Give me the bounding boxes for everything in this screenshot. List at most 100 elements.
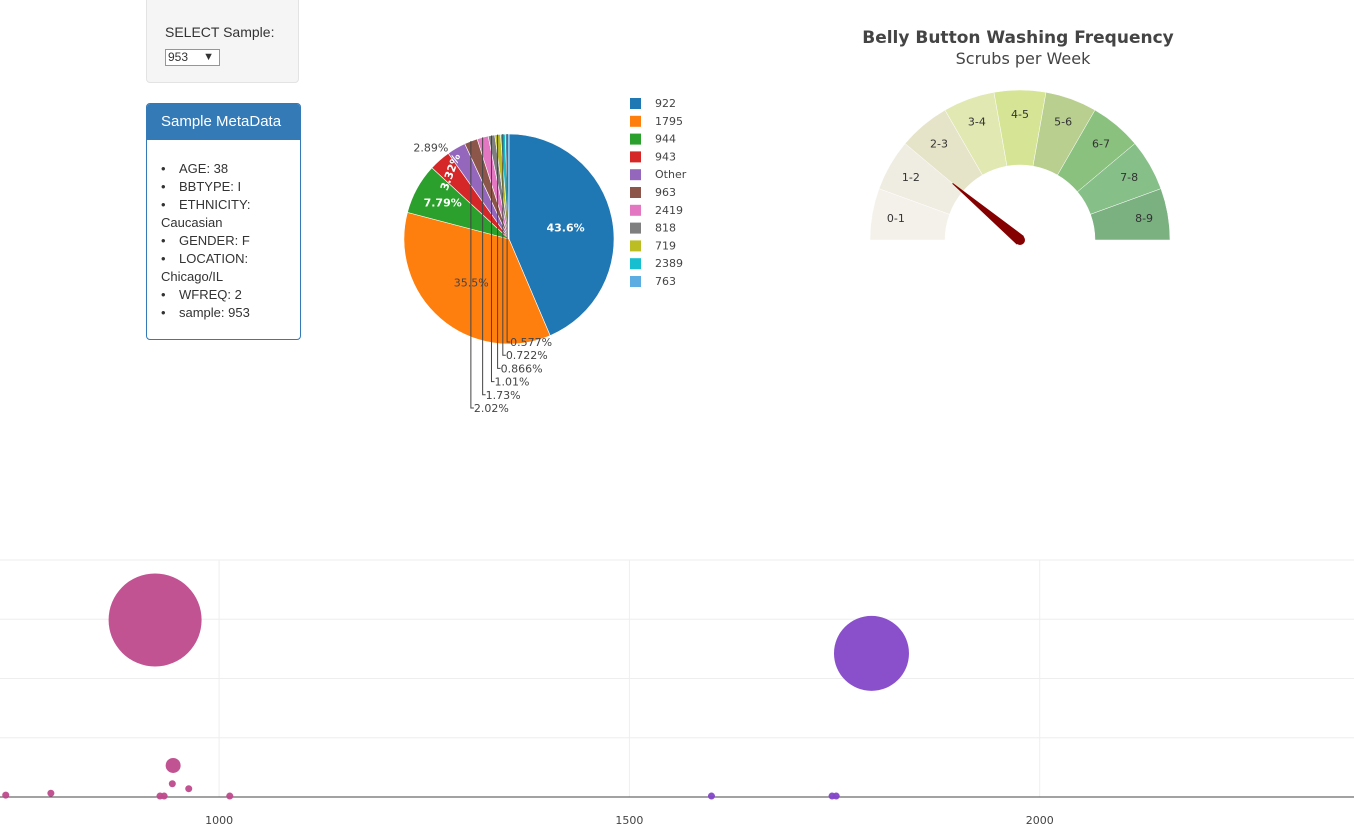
pie-slice-2389[interactable] xyxy=(500,133,510,240)
bubble-point[interactable] xyxy=(168,780,176,788)
gauge-subtitle: Scrubs per Week xyxy=(956,49,1091,68)
bubble-x-tick-label: 2000 xyxy=(1026,814,1054,827)
pie-label-Other: 2.89% xyxy=(413,141,448,154)
metadata-item: • GENDER: F xyxy=(161,233,250,248)
legend-label-2419[interactable]: 2419 xyxy=(655,204,683,217)
pie-label-2389: 0.722% xyxy=(506,349,548,362)
gauge-needle-hub xyxy=(1015,235,1025,245)
bubble-point[interactable] xyxy=(185,785,193,793)
gauge-chart: Belly Button Washing Frequency Scrubs pe… xyxy=(862,28,1174,245)
pie-slice-944[interactable] xyxy=(407,167,510,240)
legend-label-Other[interactable]: Other xyxy=(655,168,687,181)
pie-leader-719 xyxy=(497,134,501,369)
pie-chart: 43.6% 35.5% 7.79% 3.32%2.89% 2.02%1.73%1.01%… xyxy=(403,133,615,415)
pie-label-1795: 35.5% xyxy=(454,277,489,290)
pie-slice-2419[interactable] xyxy=(476,135,510,240)
legend-swatch-943[interactable] xyxy=(630,151,641,163)
bubble-point[interactable] xyxy=(832,792,840,800)
bubble-x-tick-label: 1500 xyxy=(615,814,643,827)
legend-label-2389[interactable]: 2389 xyxy=(655,257,683,270)
legend-label-818[interactable]: 818 xyxy=(655,222,676,235)
legend-label-963[interactable]: 963 xyxy=(655,186,676,199)
pie-leader-963 xyxy=(470,141,474,409)
gauge-section-label: 4-5 xyxy=(1011,108,1029,121)
pie-label-818: 1.01% xyxy=(494,376,529,389)
metadata-panel: Sample MetaData • AGE: 38 • BBTYPE: I • ETH… xyxy=(146,103,301,340)
legend-swatch-922[interactable] xyxy=(630,98,641,109)
metadata-list: • AGE: 38 • BBTYPE: I • ETHNICITY: Caucasia… xyxy=(147,160,300,322)
gauge-section-1-2 xyxy=(878,143,963,215)
gauge-section-label: 3-4 xyxy=(968,116,986,129)
bubble-point[interactable] xyxy=(165,757,181,773)
bubble-point[interactable] xyxy=(160,792,168,800)
metadata-item: • sample: 953 xyxy=(161,305,250,320)
bubble-point[interactable] xyxy=(833,615,909,691)
bubble-point[interactable] xyxy=(2,791,10,799)
legend-swatch-944[interactable] xyxy=(630,133,641,145)
sample-select[interactable]: 953 ▼ xyxy=(165,49,220,66)
pie-slice-719[interactable] xyxy=(494,134,510,240)
gauge-section-3-4 xyxy=(944,91,1008,176)
legend-swatch-719[interactable] xyxy=(630,240,641,252)
bubble-point[interactable] xyxy=(226,792,234,800)
pie-label-2419: 1.73% xyxy=(486,389,521,402)
pie-slice-963[interactable] xyxy=(464,138,510,240)
pie-slice-763[interactable] xyxy=(504,133,510,240)
bubble-point[interactable] xyxy=(156,792,164,800)
legend-swatch-2389[interactable] xyxy=(630,258,641,270)
pie-label-944: 7.79% xyxy=(424,197,462,210)
pie-label-963: 2.02% xyxy=(474,402,509,415)
pie-label-763: 0.577% xyxy=(510,336,552,349)
bubble-point[interactable] xyxy=(828,792,836,800)
metadata-item: • AGE: 38 xyxy=(161,161,229,176)
metadata-heading: Sample MetaData xyxy=(147,104,300,140)
metadata-item: • ETHNICITY: Caucasian xyxy=(161,197,251,230)
bubble-chart: 1000 1500 2000 xyxy=(0,559,1354,827)
pie-label-943: 3.32% xyxy=(438,152,463,192)
gauge-section-5-6 xyxy=(1032,91,1096,176)
bubble-point[interactable] xyxy=(707,792,715,800)
legend-swatch-818[interactable] xyxy=(630,222,641,234)
gauge-section-8-9 xyxy=(1090,188,1171,241)
gauge-needle xyxy=(952,183,1024,245)
legend-label-763[interactable]: 763 xyxy=(655,275,676,288)
metadata-item: • BBTYPE: I xyxy=(161,179,242,194)
gauge-section-label: 6-7 xyxy=(1092,137,1110,150)
bubble-point[interactable] xyxy=(108,573,202,667)
legend-label-719[interactable]: 719 xyxy=(655,239,676,252)
gauge-section-label: 1-2 xyxy=(902,171,920,184)
legend-label-944[interactable]: 944 xyxy=(655,133,676,146)
bubble-x-tick-label: 1000 xyxy=(205,814,233,827)
legend-swatch-963[interactable] xyxy=(630,187,641,198)
gauge-section-label: 0-1 xyxy=(887,212,905,225)
legend-swatch-2419[interactable] xyxy=(630,204,641,216)
sample-selector-label: SELECT Sample: xyxy=(165,24,275,40)
pie-legend: 922 1795 944 943 Other 963 2419 818 719 2389 763 xyxy=(630,97,687,288)
legend-swatch-763[interactable] xyxy=(630,276,641,287)
legend-label-943[interactable]: 943 xyxy=(655,150,676,163)
bubble-point[interactable] xyxy=(47,789,55,797)
pie-slice-Other[interactable] xyxy=(447,143,510,240)
gauge-section-label: 2-3 xyxy=(930,137,948,150)
legend-label-1795[interactable]: 1795 xyxy=(655,115,683,128)
pie-slice-1795[interactable] xyxy=(403,212,551,345)
pie-leader-818 xyxy=(490,135,495,383)
pie-slice-818[interactable] xyxy=(487,134,510,240)
gauge-title: Belly Button Washing Frequency xyxy=(862,28,1174,48)
metadata-item: • LOCATION: Chicago/IL xyxy=(161,251,249,284)
pie-leader-2419 xyxy=(482,137,486,396)
gauge-section-4-5 xyxy=(993,89,1047,167)
legend-swatch-1795[interactable] xyxy=(630,115,641,127)
pie-slice-943[interactable] xyxy=(431,152,510,240)
pie-leader-2389 xyxy=(502,134,506,356)
gauge-section-7-8 xyxy=(1077,143,1162,215)
pie-leader-763 xyxy=(506,134,511,343)
gauge-section-label: 8-9 xyxy=(1135,212,1153,225)
legend-swatch-Other[interactable] xyxy=(630,169,641,181)
gauge-section-label: 5-6 xyxy=(1054,116,1072,129)
legend-label-922[interactable]: 922 xyxy=(655,97,676,110)
gauge-section-0-1 xyxy=(869,188,950,241)
chevron-down-icon: ▼ xyxy=(203,51,214,63)
gauge-section-2-3 xyxy=(904,109,983,193)
pie-slice-922[interactable] xyxy=(508,133,615,336)
